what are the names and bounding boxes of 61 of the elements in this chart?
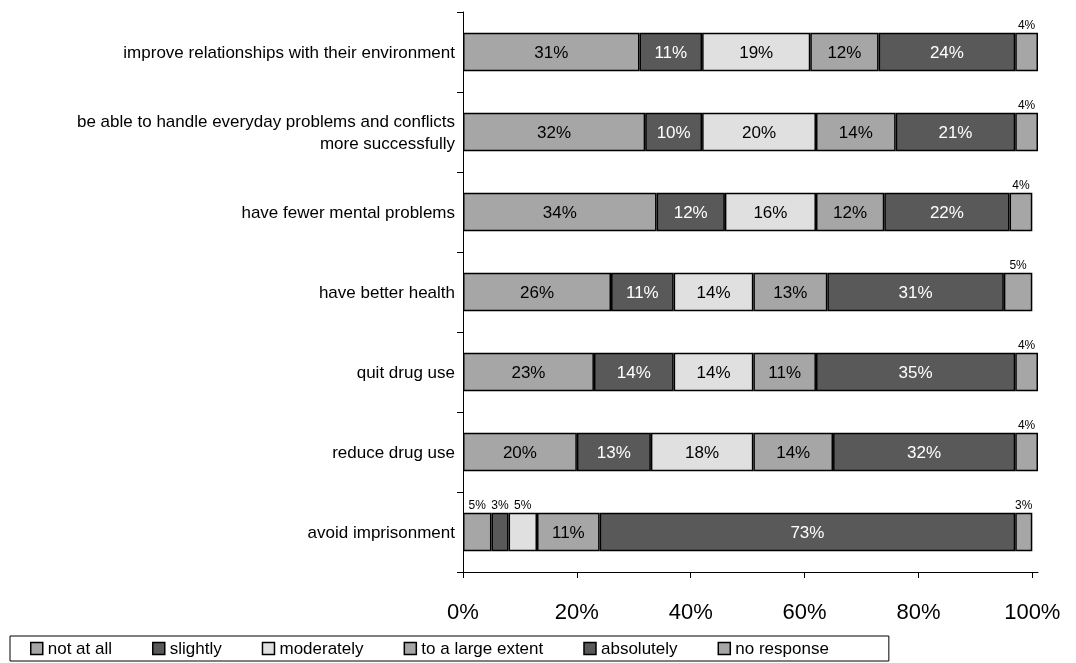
data-label: 11% [551, 522, 585, 542]
data-label: 12% [833, 202, 868, 222]
data-label: 18% [685, 442, 720, 462]
x-tick-label: 100% [1004, 598, 1061, 624]
data-label: 23% [511, 362, 546, 382]
data-label: 16% [753, 202, 788, 222]
data-label: 3% [491, 497, 510, 512]
legend-label: not at all [47, 639, 113, 658]
data-label: 22% [929, 202, 964, 222]
y-tick-label: have better health [318, 282, 455, 302]
x-tick-label: 60% [782, 598, 827, 624]
data-label: 73% [790, 522, 825, 542]
data-label: 26% [519, 282, 555, 302]
x-tick-label: 20% [554, 598, 599, 624]
data-label: 5% [514, 497, 532, 512]
data-label: 14% [838, 122, 873, 142]
data-label: 31% [534, 42, 569, 62]
legend-label: no response [735, 639, 829, 658]
legend-label: absolutely [600, 639, 679, 658]
data-label: 11% [654, 42, 688, 62]
y-tick-label: reduce drug use [332, 442, 455, 462]
data-label: 13% [773, 282, 808, 302]
legend-label: to a large extent [421, 639, 544, 658]
data-label: 5% [468, 497, 487, 512]
data-label: 19% [739, 42, 774, 62]
data-label: 32% [907, 442, 942, 462]
x-tick-label: 80% [896, 598, 941, 624]
legend-label: slightly [169, 639, 223, 658]
data-label: 34% [542, 202, 577, 222]
data-label: 20% [502, 442, 537, 462]
data-label: 4% [1017, 17, 1036, 32]
data-label: 14% [616, 362, 651, 382]
data-label: 21% [938, 122, 973, 142]
data-label: 20% [742, 122, 777, 142]
y-tick-label: have fewer mental problems [241, 202, 455, 222]
data-label: 11% [625, 282, 659, 302]
y-tick-label: avoid imprisonment [307, 522, 456, 542]
data-label: 5% [1009, 257, 1028, 272]
y-tick-label: be able to handle everyday problems and conflicts more successfully [76, 111, 456, 153]
data-label: 35% [898, 362, 933, 382]
data-label: 3% [1015, 497, 1033, 512]
x-tick-label: 40% [668, 598, 713, 624]
data-label: 4% [1012, 177, 1030, 192]
y-tick-label: quit drug use [356, 362, 455, 382]
data-label: 14% [696, 362, 731, 382]
data-label: 10% [656, 122, 691, 142]
data-label: 14% [776, 442, 811, 462]
x-tick-label: 0% [447, 598, 479, 624]
data-label: 4% [1017, 337, 1036, 352]
data-label: 12% [673, 202, 708, 222]
data-label: 24% [929, 42, 964, 62]
data-label: 31% [898, 282, 933, 302]
data-label: 4% [1017, 97, 1036, 112]
data-label: 4% [1017, 417, 1036, 432]
data-label: 13% [596, 442, 631, 462]
data-label: 14% [696, 282, 731, 302]
data-label: 11% [768, 362, 802, 382]
data-label: 32% [537, 122, 572, 142]
y-tick-label: improve relationships with their environment [123, 42, 456, 62]
data-label: 12% [827, 42, 862, 62]
legend-label: moderately [279, 639, 365, 658]
